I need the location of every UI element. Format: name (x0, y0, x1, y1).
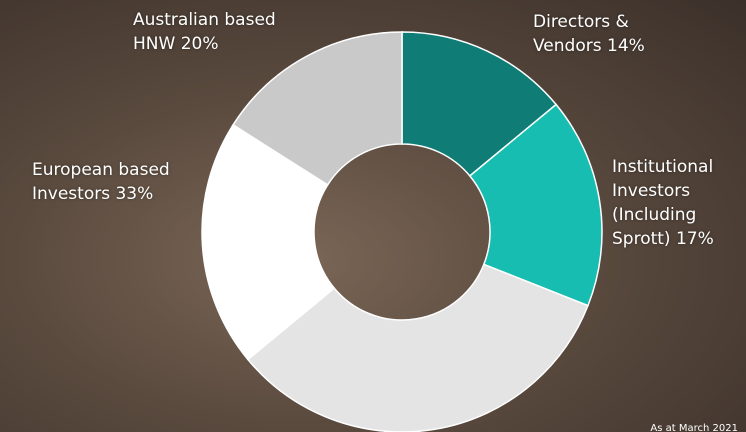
value-label: 33% (115, 184, 154, 204)
donut-segment (201, 123, 336, 361)
category-label: Directors & Vendors (533, 12, 629, 56)
value-label: 14% (607, 36, 645, 56)
category-label: European based Investors (32, 160, 170, 204)
donut-segment (468, 103, 603, 307)
segment-label: Directors & Vendors 14% (533, 10, 673, 58)
donut-segment (232, 31, 403, 186)
segment-label: Institutional Investors (Including Sprot… (612, 155, 746, 251)
donut-segment (401, 31, 558, 177)
segment-label: Australian based HNW 20% (133, 8, 313, 56)
category-label: Institutional Investors (Including Sprot… (612, 157, 714, 249)
category-label: Australian based HNW (133, 10, 276, 54)
annotation: As at March 2021 (650, 423, 738, 432)
segment-label: European based Investors 33% (32, 158, 202, 206)
value-label: 20% (180, 34, 219, 54)
donut-segment (246, 263, 589, 432)
value-label: 17% (675, 229, 714, 249)
